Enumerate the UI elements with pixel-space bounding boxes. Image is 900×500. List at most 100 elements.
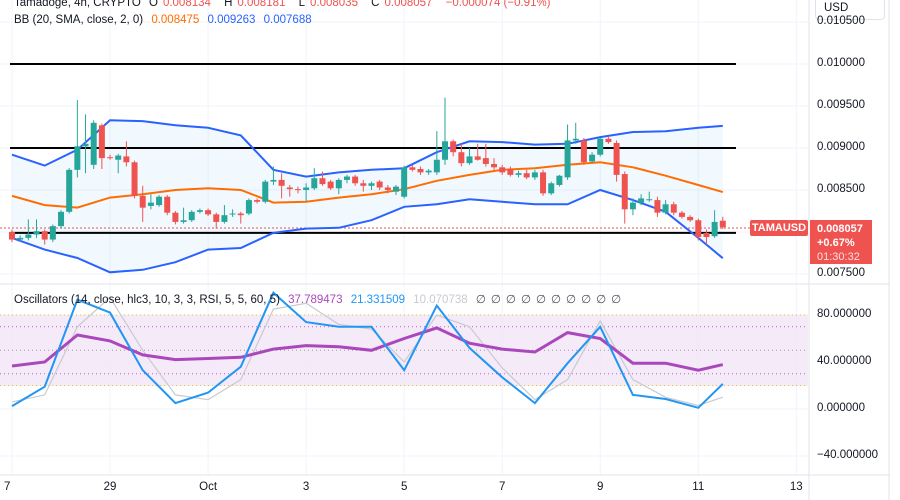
candle[interactable] [458, 143, 465, 167]
candle[interactable] [245, 198, 252, 216]
candle[interactable] [654, 196, 661, 217]
candle[interactable] [131, 160, 138, 199]
candle[interactable] [711, 210, 718, 238]
candle[interactable] [564, 124, 571, 180]
candle-body [491, 163, 498, 168]
candle[interactable] [74, 100, 81, 178]
candle[interactable] [188, 210, 195, 222]
candle[interactable] [491, 158, 498, 170]
bb-legend[interactable]: BB (20, SMA, close, 2, 0) 0.008475 0.009… [14, 14, 317, 26]
candle[interactable] [115, 153, 122, 174]
candle[interactable] [507, 166, 514, 177]
candle[interactable] [531, 169, 538, 180]
candle[interactable] [499, 164, 506, 175]
candle[interactable] [335, 178, 342, 195]
candle[interactable] [49, 224, 56, 243]
oscillator-legend[interactable]: Oscillators (14, close, hlc3, 10, 3, 3, … [14, 292, 631, 306]
symbol-legend[interactable]: Tamadoge, 4h, CRYPTO O 0.008134 H 0.008181… [14, 0, 556, 9]
candle[interactable] [368, 181, 375, 190]
candle[interactable] [98, 123, 105, 169]
candle[interactable] [156, 195, 163, 207]
candle[interactable] [107, 154, 114, 160]
candle[interactable] [580, 137, 587, 165]
candle[interactable] [482, 143, 489, 167]
candle[interactable] [17, 235, 24, 242]
candle[interactable] [433, 131, 440, 175]
candle[interactable] [409, 164, 416, 172]
candle[interactable] [139, 185, 146, 222]
candle[interactable] [172, 211, 179, 225]
candle[interactable] [605, 136, 612, 144]
candle[interactable] [278, 173, 285, 199]
currency-button[interactable]: USD [815, 0, 885, 20]
candle[interactable] [376, 179, 383, 190]
candle[interactable] [123, 141, 130, 167]
candle[interactable] [352, 174, 359, 186]
candle[interactable] [360, 179, 367, 192]
candle[interactable] [213, 212, 220, 229]
candle[interactable] [270, 166, 277, 185]
candle[interactable] [221, 205, 228, 224]
candle[interactable] [466, 148, 473, 165]
candle[interactable] [286, 184, 293, 197]
candle[interactable] [392, 184, 399, 196]
candle[interactable] [646, 191, 653, 202]
candle[interactable] [719, 216, 726, 230]
candle[interactable] [572, 122, 579, 144]
candle[interactable] [613, 140, 620, 182]
candle[interactable] [205, 208, 212, 217]
candle[interactable] [703, 229, 710, 245]
candle[interactable] [229, 209, 236, 217]
candle[interactable] [687, 215, 694, 222]
candle[interactable] [450, 139, 457, 157]
candle[interactable] [662, 200, 669, 215]
candle[interactable] [417, 166, 424, 175]
candle[interactable] [540, 169, 547, 196]
candle[interactable] [319, 171, 326, 186]
candle[interactable] [262, 179, 269, 204]
candle[interactable] [425, 169, 432, 175]
candle[interactable] [9, 229, 15, 243]
stoch-d-line[interactable] [11, 296, 723, 407]
candle[interactable] [303, 183, 310, 202]
candle[interactable] [58, 210, 65, 229]
candle[interactable] [384, 184, 391, 194]
candle[interactable] [41, 229, 48, 245]
candle[interactable] [66, 168, 73, 214]
candle[interactable] [515, 170, 522, 178]
candle[interactable] [82, 114, 89, 174]
candle[interactable] [33, 219, 40, 238]
candle[interactable] [164, 195, 171, 216]
candle[interactable] [523, 169, 530, 180]
candle[interactable] [254, 198, 261, 204]
candle[interactable] [638, 194, 645, 206]
candle[interactable] [25, 219, 32, 241]
bb-lower-line[interactable] [11, 188, 724, 274]
candle[interactable] [237, 211, 244, 224]
candle[interactable] [474, 143, 481, 161]
candle[interactable] [343, 174, 350, 184]
stoch-k-line[interactable] [11, 291, 724, 409]
candle[interactable] [548, 181, 555, 196]
candle[interactable] [621, 171, 628, 224]
candle[interactable] [327, 179, 334, 190]
candle[interactable] [670, 201, 677, 216]
candle[interactable] [401, 165, 408, 199]
candle[interactable] [294, 186, 301, 194]
candle[interactable] [597, 137, 604, 157]
bb-upper-line[interactable] [11, 119, 723, 178]
candle[interactable] [90, 120, 97, 169]
candles[interactable] [9, 97, 726, 245]
candle[interactable] [556, 174, 563, 187]
candle[interactable] [180, 207, 187, 224]
candle[interactable] [196, 208, 203, 214]
candle[interactable] [629, 198, 636, 216]
candle[interactable] [678, 211, 685, 219]
candle[interactable] [442, 97, 449, 165]
candle-body [638, 198, 645, 203]
candle[interactable] [589, 152, 596, 164]
candle[interactable] [695, 218, 702, 241]
candle[interactable] [311, 168, 318, 190]
candle[interactable] [147, 194, 154, 210]
